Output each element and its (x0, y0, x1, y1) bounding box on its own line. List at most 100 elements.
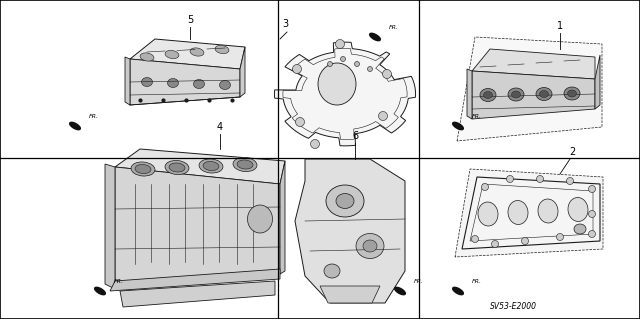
Ellipse shape (355, 62, 360, 66)
Ellipse shape (190, 48, 204, 56)
Ellipse shape (522, 238, 529, 244)
Ellipse shape (508, 201, 528, 225)
Ellipse shape (131, 162, 155, 176)
Bar (0, 158, 278, 319)
Polygon shape (452, 287, 463, 295)
Bar (419, 158, 640, 319)
Ellipse shape (336, 194, 354, 209)
Ellipse shape (310, 139, 319, 149)
Ellipse shape (536, 175, 543, 182)
Ellipse shape (589, 186, 595, 192)
Bar (419, 0, 640, 158)
Ellipse shape (141, 78, 152, 86)
Ellipse shape (199, 159, 223, 173)
Ellipse shape (168, 78, 179, 87)
Polygon shape (280, 161, 285, 274)
Text: FR.: FR. (389, 25, 399, 30)
Ellipse shape (220, 80, 230, 90)
Ellipse shape (492, 241, 499, 248)
Polygon shape (452, 122, 463, 130)
Polygon shape (472, 71, 595, 119)
Text: 4: 4 (217, 122, 223, 132)
Polygon shape (105, 164, 115, 289)
Polygon shape (130, 59, 240, 105)
Ellipse shape (536, 87, 552, 100)
Polygon shape (320, 286, 380, 303)
Ellipse shape (508, 88, 524, 101)
Ellipse shape (328, 62, 333, 66)
Ellipse shape (566, 177, 573, 184)
Polygon shape (395, 287, 405, 295)
Text: 5: 5 (187, 15, 193, 25)
Polygon shape (455, 169, 603, 257)
Ellipse shape (481, 183, 488, 190)
Ellipse shape (165, 160, 189, 174)
Polygon shape (240, 47, 245, 97)
Ellipse shape (233, 158, 257, 172)
Polygon shape (295, 159, 405, 303)
Ellipse shape (367, 66, 372, 71)
Ellipse shape (538, 199, 558, 223)
Polygon shape (70, 122, 81, 130)
Text: 6: 6 (352, 131, 358, 141)
Polygon shape (110, 269, 280, 291)
Text: FR.: FR. (414, 279, 424, 284)
Ellipse shape (248, 205, 273, 233)
Text: 3: 3 (282, 19, 288, 29)
Polygon shape (595, 55, 600, 109)
Ellipse shape (483, 92, 493, 99)
Ellipse shape (356, 234, 384, 258)
Bar (278, 0, 419, 158)
Text: 2: 2 (569, 147, 575, 157)
Text: FR.: FR. (89, 114, 99, 119)
Ellipse shape (540, 91, 548, 98)
Ellipse shape (335, 40, 344, 48)
Ellipse shape (378, 112, 387, 121)
Ellipse shape (564, 87, 580, 100)
Polygon shape (275, 42, 415, 146)
Ellipse shape (574, 224, 586, 234)
Ellipse shape (215, 45, 229, 54)
Ellipse shape (568, 197, 588, 221)
Bar (278, 158, 419, 319)
Polygon shape (115, 149, 285, 184)
Ellipse shape (318, 63, 356, 105)
Text: FR.: FR. (472, 114, 482, 119)
Ellipse shape (589, 211, 595, 218)
Ellipse shape (480, 88, 496, 101)
Ellipse shape (506, 175, 513, 182)
Polygon shape (115, 167, 280, 289)
Ellipse shape (140, 53, 154, 61)
Ellipse shape (511, 91, 520, 98)
Ellipse shape (193, 79, 205, 88)
Polygon shape (125, 57, 130, 105)
Text: FR.: FR. (472, 279, 482, 284)
Ellipse shape (135, 165, 151, 174)
Polygon shape (472, 49, 595, 79)
Ellipse shape (296, 117, 305, 127)
Polygon shape (457, 37, 602, 141)
Ellipse shape (472, 235, 479, 242)
Ellipse shape (169, 163, 185, 172)
Polygon shape (130, 39, 245, 69)
Ellipse shape (326, 185, 364, 217)
Text: FR.: FR. (114, 279, 124, 284)
Ellipse shape (568, 90, 577, 97)
Ellipse shape (340, 56, 346, 62)
Text: 1: 1 (557, 21, 563, 31)
Ellipse shape (292, 64, 301, 73)
Polygon shape (370, 33, 380, 41)
Ellipse shape (324, 264, 340, 278)
Bar (0, 0, 278, 158)
Ellipse shape (383, 70, 392, 78)
Ellipse shape (589, 231, 595, 238)
Ellipse shape (237, 160, 253, 169)
Polygon shape (95, 287, 106, 295)
Polygon shape (120, 281, 275, 307)
Polygon shape (467, 69, 472, 119)
Ellipse shape (203, 161, 219, 171)
Ellipse shape (557, 234, 563, 241)
Text: SV53-E2000: SV53-E2000 (490, 302, 537, 311)
Ellipse shape (363, 240, 377, 252)
Ellipse shape (478, 202, 498, 226)
